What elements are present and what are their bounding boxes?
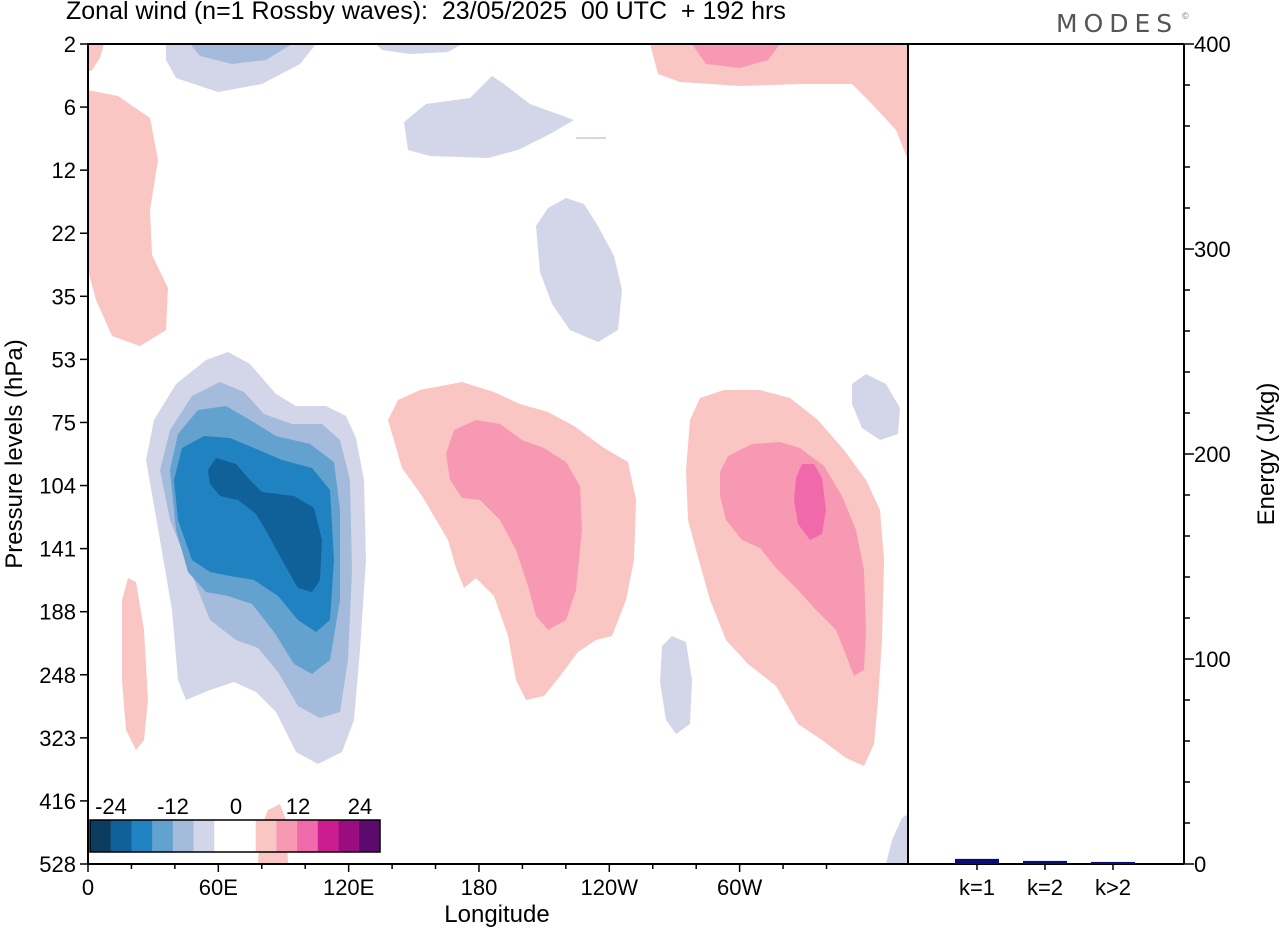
x-tick-label: 0 bbox=[82, 875, 94, 900]
energy-bar bbox=[1091, 861, 1135, 864]
energy-axis-title: Energy (J/kg) bbox=[1253, 383, 1280, 526]
energy-axis: 0 100 200 300 400 bbox=[1184, 32, 1231, 877]
energy-tick-label: 200 bbox=[1194, 442, 1231, 467]
energy-category-label: k=2 bbox=[1027, 875, 1063, 900]
colorbar-swatch bbox=[235, 820, 257, 852]
contour-pos-lower-left bbox=[122, 578, 148, 750]
copyright-mark: © bbox=[1182, 11, 1189, 21]
colorbar-swatch bbox=[193, 820, 215, 852]
colorbar-swatch bbox=[276, 820, 298, 852]
y-tick-label: 2 bbox=[64, 32, 76, 57]
contour-neg-upper bbox=[404, 76, 574, 158]
colorbar-tick-label: 12 bbox=[286, 794, 310, 819]
colorbar-swatch bbox=[214, 820, 236, 852]
colorbar-tick-label: 24 bbox=[348, 794, 372, 819]
y-tick-label: 75 bbox=[52, 410, 76, 435]
energy-category-label: k=1 bbox=[959, 875, 995, 900]
contour-pos-center-l2 bbox=[446, 420, 582, 630]
colorbar-swatch bbox=[110, 820, 132, 852]
contour-neg-lower-mid bbox=[660, 636, 692, 734]
energy-bar bbox=[1023, 860, 1067, 864]
contour-neg-top-60e-inner bbox=[190, 44, 292, 64]
chart-title: Zonal wind (n=1 Rossby waves): 23/05/202… bbox=[66, 0, 786, 25]
colorbar-swatch bbox=[359, 820, 381, 852]
energy-bars: k=1 k=2 k>2 bbox=[955, 858, 1135, 900]
contour-neg-main-l5 bbox=[208, 458, 322, 592]
colorbar-swatch bbox=[90, 820, 112, 852]
energy-category-label: k>2 bbox=[1095, 875, 1131, 900]
y-tick-label: 188 bbox=[39, 600, 76, 625]
colorbar-swatch bbox=[152, 820, 174, 852]
y-tick-label: 22 bbox=[52, 221, 76, 246]
x-tick-label: 120E bbox=[323, 875, 374, 900]
y-tick-label: 6 bbox=[64, 95, 76, 120]
colorbar-frame bbox=[89, 819, 381, 853]
contour-pos-top-right bbox=[650, 44, 908, 160]
contour-neg-right-small bbox=[852, 374, 900, 440]
y-tick-label: 12 bbox=[52, 158, 76, 183]
modes-logo: MODES bbox=[1056, 9, 1179, 38]
colorbar-swatch bbox=[172, 820, 195, 852]
contour-neg-mid bbox=[536, 198, 622, 342]
contour-field bbox=[88, 44, 908, 864]
contour-neg-top-120e bbox=[376, 44, 462, 54]
contour-neg-upper-dash bbox=[576, 137, 606, 139]
energy-tick-label: 0 bbox=[1194, 852, 1206, 877]
colorbar-swatch bbox=[255, 820, 277, 852]
y-tick-label: 141 bbox=[39, 537, 76, 562]
y-tick-label: 416 bbox=[39, 789, 76, 814]
y-tick-label: 323 bbox=[39, 726, 76, 751]
y-tick-label: 248 bbox=[39, 663, 76, 688]
energy-tick-label: 300 bbox=[1194, 237, 1231, 262]
y-tick-label: 104 bbox=[39, 474, 76, 499]
colorbar-swatch bbox=[297, 820, 319, 852]
energy-tick-label: 100 bbox=[1194, 647, 1231, 672]
x-tick-label: 60W bbox=[717, 875, 762, 900]
y-tick-label: 53 bbox=[52, 347, 76, 372]
colorbar-tick-label: 0 bbox=[230, 794, 242, 819]
contour-neg-bottom-right bbox=[886, 814, 908, 864]
contour-pos-top-right-inner bbox=[692, 44, 780, 68]
y-axis: 2 6 12 22 35 53 75 104 141 188 248 323 416 528 bbox=[39, 32, 88, 877]
colorbar-swatch bbox=[317, 820, 340, 852]
y-tick-label: 35 bbox=[52, 284, 76, 309]
x-tick-label: 120W bbox=[581, 875, 639, 900]
x-tick-label: 180 bbox=[461, 875, 498, 900]
energy-tick-label: 400 bbox=[1194, 32, 1231, 57]
contour-pos-right-l3 bbox=[794, 464, 826, 540]
contour-pos-right-l2 bbox=[720, 442, 866, 676]
colorbar-swatch bbox=[131, 820, 153, 852]
x-axis: 0 60E 120E 180 120W 60W bbox=[82, 864, 828, 900]
energy-bar bbox=[955, 858, 999, 864]
y-tick-label: 528 bbox=[39, 852, 76, 877]
x-tick-label: 60E bbox=[199, 875, 238, 900]
main-plot-frame bbox=[87, 43, 909, 865]
colorbar-tick-label: -12 bbox=[157, 794, 189, 819]
y-axis-title: Pressure levels (hPa) bbox=[1, 339, 28, 568]
colorbar-legend: -24 -12 0 12 24 bbox=[89, 794, 381, 853]
colorbar-swatch bbox=[338, 820, 360, 852]
contour-pos-upper-left bbox=[88, 44, 168, 346]
x-axis-title: Longitude bbox=[444, 901, 549, 928]
colorbar-tick-label: -24 bbox=[95, 794, 127, 819]
